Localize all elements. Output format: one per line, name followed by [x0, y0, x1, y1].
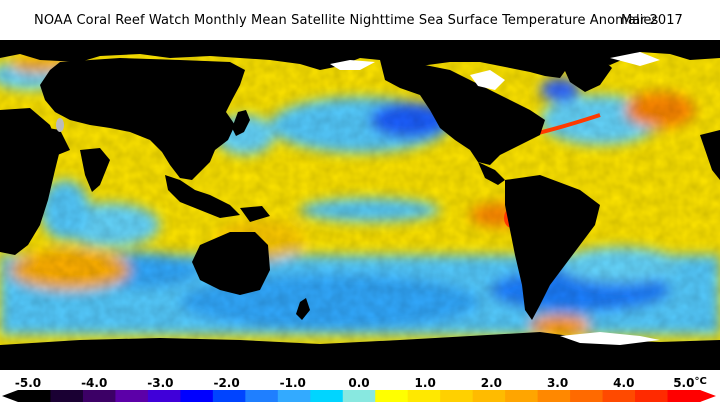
scale-bin [342, 390, 376, 402]
scale-bin [407, 390, 441, 402]
scale-bin [472, 390, 506, 402]
scale-bin [570, 390, 604, 402]
scale-bin [667, 390, 701, 402]
scale-bin [277, 390, 311, 402]
caspian-sea [56, 118, 64, 132]
land-africa-west [700, 130, 720, 180]
land-japan [232, 110, 250, 136]
land-arctic [0, 40, 720, 78]
sea-ice-arctic-atlantic [610, 52, 660, 66]
scale-bin [147, 390, 181, 402]
sea-ice-north-pacific [330, 60, 375, 70]
scale-tick-label: 2.0 [480, 376, 503, 390]
scale-bin [245, 390, 279, 402]
scale-tick-label: -1.0 [279, 376, 306, 390]
title-bar: NOAA Coral Reef Watch Monthly Mean Satel… [0, 0, 720, 40]
land-australia [192, 232, 270, 295]
scale-bin [18, 390, 51, 402]
land-indonesia [165, 175, 240, 218]
scale-bin [375, 390, 409, 402]
scale-tick-label: 3.0 [546, 376, 569, 390]
land-asia [40, 58, 245, 180]
sea-ice-south [560, 332, 660, 345]
scale-tick-label: 1.0 [414, 376, 436, 390]
scale-bin [212, 390, 246, 402]
land-antarctica [0, 332, 720, 370]
scale-arrow-right [700, 390, 716, 402]
scale-tick-label: 0.0 [348, 376, 370, 390]
scale-tick-label: -5.0 [14, 376, 42, 390]
scale-tick-label: 4.0 [613, 376, 635, 390]
land-central-america [478, 162, 505, 185]
scale-tick-label: -3.0 [147, 376, 174, 390]
land-new-guinea [240, 206, 270, 222]
color-scale-bar [2, 390, 716, 402]
scale-bin [82, 390, 116, 402]
land-india [80, 148, 110, 192]
scale-bin [440, 390, 474, 402]
scale-arrow-left [2, 390, 18, 402]
land-arabia [30, 125, 70, 158]
land-greenland [560, 56, 612, 92]
scale-bin [310, 390, 344, 402]
color-scale: -5.0 -4.0 -3.0 -2.0 -1.0 0.0 1.0 2.0 3.0 4.0 5.0°C [0, 370, 720, 411]
sea-ice-hudson [470, 70, 505, 90]
scale-unit: °C [694, 376, 707, 387]
scale-tick-label: 5.0°C [673, 376, 707, 390]
sst-anomaly-map [0, 40, 720, 370]
scale-bin [115, 390, 149, 402]
land-north-america [380, 60, 545, 165]
map-title: NOAA Coral Reef Watch Monthly Mean Satel… [34, 13, 659, 28]
scale-tick-label: -2.0 [213, 376, 240, 390]
land-south-america [505, 175, 600, 320]
map-date: Mar 2017 [621, 13, 683, 28]
scale-bin [602, 390, 636, 402]
scale-bin [180, 390, 214, 402]
land-new-zealand [296, 298, 310, 320]
scale-bin [537, 390, 571, 402]
scale-bin [635, 390, 669, 402]
scale-bin [505, 390, 539, 402]
scale-bin [50, 390, 84, 402]
scale-tick-label: -4.0 [81, 376, 108, 390]
